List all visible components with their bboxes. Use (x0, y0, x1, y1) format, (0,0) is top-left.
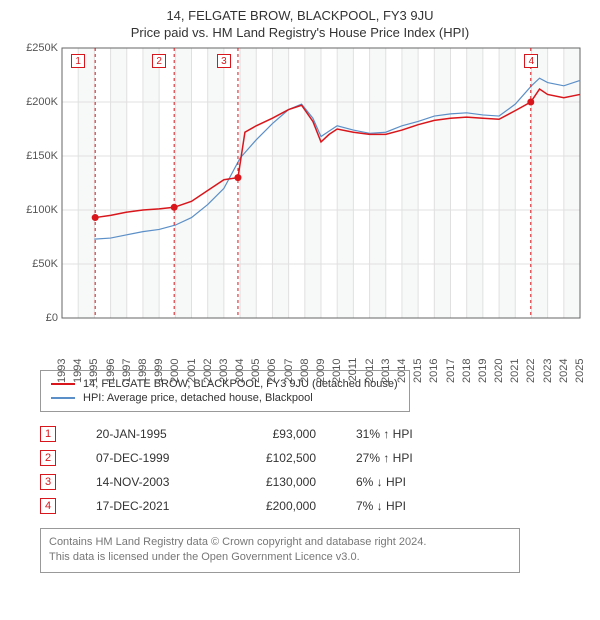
x-tick-label: 1994 (72, 358, 84, 382)
sale-row: 4 17-DEC-2021 £200,000 7% ↓ HPI (40, 494, 590, 518)
x-tick-label: 1999 (153, 358, 165, 382)
x-tick-label: 2024 (558, 358, 570, 382)
y-tick-label: £0 (46, 312, 58, 324)
x-tick-label: 2011 (347, 358, 359, 382)
x-tick-label: 2003 (218, 358, 230, 382)
sale-price: £102,500 (236, 451, 316, 465)
x-tick-label: 2005 (250, 358, 262, 382)
sale-row: 2 07-DEC-1999 £102,500 27% ↑ HPI (40, 446, 590, 470)
sale-pct: 7% ↓ HPI (356, 499, 446, 513)
x-tick-label: 1995 (88, 358, 100, 382)
plot-svg (62, 48, 580, 318)
sale-row: 3 14-NOV-2003 £130,000 6% ↓ HPI (40, 470, 590, 494)
sale-number-box: 3 (40, 474, 56, 490)
legend-item: HPI: Average price, detached house, Blac… (51, 391, 399, 405)
x-tick-label: 2014 (396, 358, 408, 382)
sale-marker-1: 1 (71, 54, 85, 68)
y-tick-label: £50K (32, 258, 58, 270)
x-tick-label: 2001 (186, 358, 198, 382)
x-tick-label: 2004 (234, 358, 246, 382)
sale-number-box: 1 (40, 426, 56, 442)
x-tick-label: 2012 (364, 358, 376, 382)
chart-subtitle: Price paid vs. HM Land Registry's House … (10, 25, 590, 40)
x-tick-label: 2008 (299, 358, 311, 382)
x-tick-label: 2019 (477, 358, 489, 382)
x-tick-label: 1996 (105, 358, 117, 382)
footnote-line2: This data is licensed under the Open Gov… (49, 550, 511, 565)
sale-pct: 6% ↓ HPI (356, 475, 446, 489)
legend-swatch (51, 383, 75, 385)
x-tick-label: 2016 (428, 358, 440, 382)
sale-number-box: 4 (40, 498, 56, 514)
x-tick-label: 2015 (412, 358, 424, 382)
sale-number-box: 2 (40, 450, 56, 466)
x-tick-label: 2002 (202, 358, 214, 382)
sale-date: 07-DEC-1999 (96, 451, 196, 465)
chart-title: 14, FELGATE BROW, BLACKPOOL, FY3 9JU (10, 8, 590, 23)
plot-area (62, 48, 580, 318)
x-tick-label: 2020 (493, 358, 505, 382)
x-tick-label: 1997 (121, 358, 133, 382)
sale-pct: 27% ↑ HPI (356, 451, 446, 465)
x-tick-label: 2021 (509, 358, 521, 382)
x-tick-label: 2013 (380, 358, 392, 382)
x-tick-label: 1993 (56, 358, 68, 382)
y-tick-label: £150K (26, 150, 58, 162)
sale-marker-3: 3 (217, 54, 231, 68)
sale-price: £93,000 (236, 427, 316, 441)
sale-date: 20-JAN-1995 (96, 427, 196, 441)
x-tick-label: 2009 (315, 358, 327, 382)
sale-date: 14-NOV-2003 (96, 475, 196, 489)
sale-marker-2: 2 (152, 54, 166, 68)
x-tick-label: 2023 (542, 358, 554, 382)
sale-price: £200,000 (236, 499, 316, 513)
footnote-line1: Contains HM Land Registry data © Crown c… (49, 535, 511, 550)
x-tick-label: 2000 (169, 358, 181, 382)
legend-swatch (51, 397, 75, 399)
legend-label: HPI: Average price, detached house, Blac… (83, 392, 313, 404)
sale-pct: 31% ↑ HPI (356, 427, 446, 441)
x-tick-label: 2025 (574, 358, 586, 382)
x-tick-label: 2017 (445, 358, 457, 382)
chart-container: 14, FELGATE BROW, BLACKPOOL, FY3 9JU Pri… (0, 0, 600, 581)
chart-area: 1234£0£50K£100K£150K£200K£250K1993199419… (20, 48, 580, 358)
x-tick-label: 2010 (331, 358, 343, 382)
sale-date: 17-DEC-2021 (96, 499, 196, 513)
sale-row: 1 20-JAN-1995 £93,000 31% ↑ HPI (40, 422, 590, 446)
y-tick-label: £200K (26, 96, 58, 108)
x-tick-label: 2022 (525, 358, 537, 382)
x-tick-label: 2018 (461, 358, 473, 382)
y-tick-label: £250K (26, 42, 58, 54)
sale-price: £130,000 (236, 475, 316, 489)
x-tick-label: 2006 (266, 358, 278, 382)
footnote: Contains HM Land Registry data © Crown c… (40, 528, 520, 573)
sale-marker-4: 4 (524, 54, 538, 68)
x-tick-label: 1998 (137, 358, 149, 382)
x-tick-label: 2007 (283, 358, 295, 382)
y-tick-label: £100K (26, 204, 58, 216)
sales-table: 1 20-JAN-1995 £93,000 31% ↑ HPI 2 07-DEC-1999… (40, 422, 590, 518)
